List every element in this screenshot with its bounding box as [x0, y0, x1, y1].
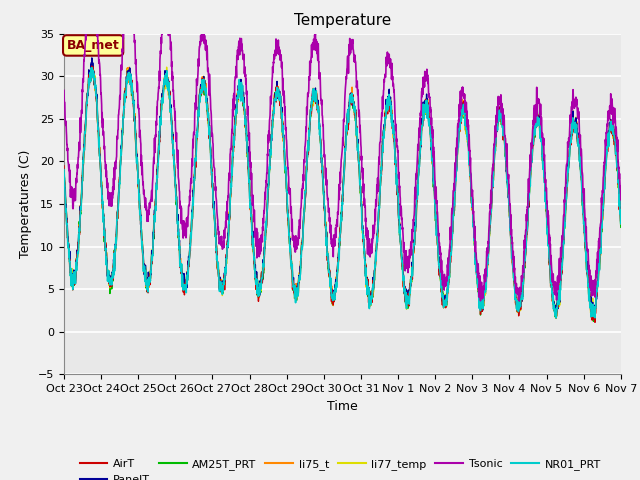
li75_t	[504, 193, 512, 199]
li75_t	[60, 165, 68, 171]
AirT	[359, 226, 367, 231]
Text: BA_met: BA_met	[67, 39, 120, 52]
AM25T_PRT	[371, 265, 379, 271]
AM25T_PRT	[617, 225, 625, 230]
Legend: AirT, PanelT, AM25T_PRT, li75_t, li77_temp, Tsonic, NR01_PRT: AirT, PanelT, AM25T_PRT, li75_t, li77_te…	[75, 455, 605, 480]
PanelT	[591, 315, 599, 321]
AirT	[60, 163, 68, 169]
PanelT	[617, 220, 625, 226]
li75_t	[591, 314, 599, 320]
NR01_PRT	[504, 193, 512, 199]
Tsonic	[568, 99, 576, 105]
Y-axis label: Temperatures (C): Temperatures (C)	[19, 150, 33, 258]
AirT	[88, 63, 96, 69]
NR01_PRT	[568, 119, 576, 125]
Line: AirT: AirT	[64, 66, 621, 323]
li77_temp	[504, 193, 512, 199]
Line: AM25T_PRT: AM25T_PRT	[64, 64, 621, 322]
PanelT	[359, 223, 367, 228]
PanelT	[504, 195, 512, 201]
AirT	[371, 267, 379, 273]
AM25T_PRT	[216, 285, 223, 290]
li75_t	[584, 270, 591, 276]
Tsonic	[617, 197, 625, 203]
NR01_PRT	[359, 226, 367, 232]
li77_temp	[568, 122, 576, 128]
NR01_PRT	[617, 221, 625, 227]
Line: li75_t: li75_t	[64, 61, 621, 317]
PanelT	[584, 266, 591, 272]
AM25T_PRT	[584, 267, 591, 273]
AirT	[216, 286, 223, 292]
NR01_PRT	[216, 288, 223, 294]
AirT	[584, 269, 591, 275]
li75_t	[371, 269, 379, 275]
AirT	[617, 219, 625, 225]
li77_temp	[617, 218, 625, 224]
Title: Temperature: Temperature	[294, 13, 391, 28]
Tsonic	[584, 249, 591, 254]
Line: PanelT: PanelT	[64, 58, 621, 318]
Line: NR01_PRT: NR01_PRT	[64, 68, 621, 318]
Line: li77_temp: li77_temp	[64, 65, 621, 318]
li77_temp	[216, 285, 223, 291]
PanelT	[568, 123, 575, 129]
PanelT	[216, 287, 223, 293]
NR01_PRT	[88, 65, 96, 71]
li77_temp	[359, 227, 367, 233]
PanelT	[88, 55, 96, 61]
li77_temp	[552, 315, 560, 321]
li77_temp	[584, 264, 591, 270]
Tsonic	[359, 176, 367, 181]
Tsonic	[371, 222, 379, 228]
li77_temp	[89, 62, 97, 68]
NR01_PRT	[552, 315, 560, 321]
PanelT	[371, 266, 379, 272]
AM25T_PRT	[568, 127, 575, 133]
NR01_PRT	[371, 268, 379, 274]
NR01_PRT	[60, 167, 68, 173]
AM25T_PRT	[359, 225, 367, 230]
li77_temp	[371, 264, 379, 270]
Tsonic	[216, 241, 223, 247]
Tsonic	[477, 298, 484, 304]
li75_t	[88, 59, 96, 64]
AM25T_PRT	[88, 61, 96, 67]
X-axis label: Time: Time	[327, 400, 358, 413]
li75_t	[617, 221, 625, 227]
li75_t	[359, 224, 367, 230]
li75_t	[216, 284, 223, 289]
AM25T_PRT	[589, 319, 597, 324]
Tsonic	[60, 87, 68, 93]
Tsonic	[505, 172, 513, 178]
AirT	[568, 128, 575, 133]
AM25T_PRT	[60, 164, 68, 169]
AM25T_PRT	[504, 189, 512, 195]
NR01_PRT	[584, 274, 591, 280]
li77_temp	[60, 165, 68, 171]
PanelT	[60, 164, 68, 170]
li75_t	[568, 125, 575, 131]
Line: Tsonic: Tsonic	[64, 0, 621, 301]
AirT	[591, 320, 599, 325]
AirT	[504, 192, 512, 198]
